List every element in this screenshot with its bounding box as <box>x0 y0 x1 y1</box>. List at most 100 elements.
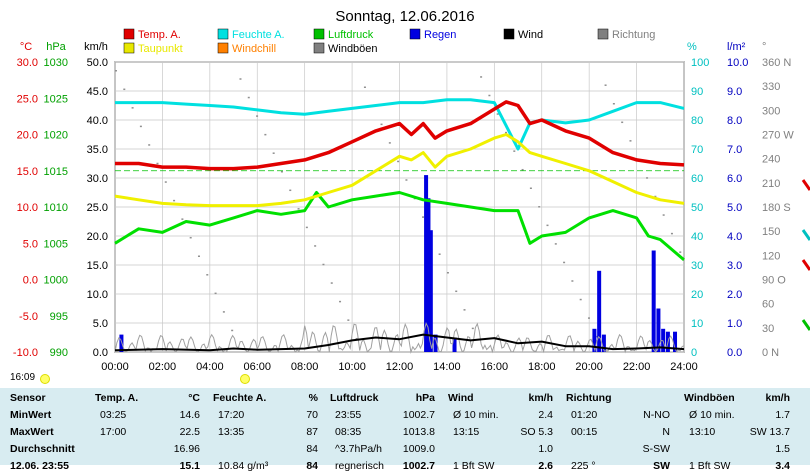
right-axis-tick: 120 <box>762 250 780 262</box>
direction-mark <box>314 245 317 247</box>
right-axis-unit: ° <box>762 41 766 53</box>
cell-time: ^3.7hPa/h <box>335 443 382 455</box>
left-axis-tick: 1005 <box>44 238 68 250</box>
direction-mark <box>322 263 325 266</box>
direction-mark <box>181 218 184 220</box>
right-axis-tick: 300 <box>762 105 780 117</box>
cell-value: 1.7 <box>775 409 790 421</box>
direction-mark <box>621 121 624 124</box>
direction-mark <box>305 226 308 229</box>
direction-mark <box>446 272 449 274</box>
direction-mark <box>214 292 217 295</box>
direction-mark <box>604 84 607 86</box>
left-axis-tick: 10.0 <box>87 289 108 301</box>
direction-mark <box>662 214 665 216</box>
cell-value: 84 <box>306 460 318 472</box>
right-axis-tick: 240 <box>762 154 780 166</box>
x-tick-label: 10:00 <box>338 361 366 372</box>
header-temp: Temp. A. <box>95 392 139 404</box>
direction-mark <box>455 290 458 293</box>
cell-time: 13:15 <box>453 426 480 438</box>
left-axis-tick: 45.0 <box>87 86 108 98</box>
right-axis-tick: 60 <box>691 173 703 185</box>
header-wind-unit: km/h <box>528 392 553 404</box>
series-feuchte <box>115 98 685 151</box>
direction-mark <box>579 298 582 301</box>
direction-mark <box>471 327 474 330</box>
cell-value: 2.4 <box>538 409 553 421</box>
edge-mark <box>801 319 810 331</box>
header-druck-unit: hPa <box>415 392 435 404</box>
x-tick-label: 24:00 <box>670 361 698 372</box>
left-axis-unit: °C <box>20 41 32 53</box>
direction-mark <box>496 113 499 115</box>
cell-time: 23:55 <box>335 409 362 421</box>
cell-value: 2.6 <box>538 460 553 472</box>
direction-mark <box>280 171 283 173</box>
direction-mark <box>670 232 673 235</box>
legend-label: Richtung <box>612 29 655 41</box>
cell-value: 1002.7 <box>402 409 435 421</box>
legend-label: Wind <box>518 29 543 41</box>
legend: Temp. A. Feuchte A. Luftdruck Regen Wind Rich… <box>123 28 655 55</box>
series-taupunkt <box>114 133 685 208</box>
right-axis-tick: 270 W <box>762 130 794 142</box>
rain-bar <box>424 175 429 352</box>
time-bar: 16:09 <box>0 372 810 386</box>
direction-mark <box>646 177 649 179</box>
direction-mark <box>131 107 134 109</box>
direction-mark <box>654 195 657 198</box>
left-axis-tick: 0.0 <box>93 347 108 359</box>
legend-swatch <box>217 42 229 54</box>
direction-mark <box>330 282 333 284</box>
direction-mark <box>206 274 209 276</box>
legend-label: Windböen <box>328 43 378 55</box>
right-axis-tick: 150 <box>762 226 780 238</box>
header-sensor: Sensor <box>10 392 46 404</box>
right-axis-tick: 10.0 <box>727 57 748 69</box>
direction-mark <box>480 76 483 78</box>
rain-bar <box>673 331 678 352</box>
cell-time: 1 Bft SW <box>453 460 495 472</box>
right-axis-tick: 30 <box>762 323 774 335</box>
cell-value: 14.6 <box>179 409 200 421</box>
right-axis-tick: 90 O <box>762 275 786 287</box>
direction-mark <box>380 123 383 126</box>
x-tick-label: 04:00 <box>196 361 224 372</box>
right-axis-tick: 0.0 <box>727 347 742 359</box>
header-temp-unit: °C <box>188 392 200 404</box>
header-boeen: Windböen <box>684 392 735 404</box>
rain-bar <box>119 334 124 352</box>
direction-mark <box>164 181 167 183</box>
direction-mark <box>247 96 250 99</box>
legend-label: Feuchte A. <box>232 29 285 41</box>
direction-mark <box>197 255 200 257</box>
legend-label: Luftdruck <box>328 29 374 41</box>
direction-mark <box>513 150 516 152</box>
right-axis-tick: 0 <box>691 347 697 359</box>
left-axis-tick: 50.0 <box>87 57 108 69</box>
right-axis-tick: 6.0 <box>727 173 742 185</box>
header-feuchte-unit: % <box>308 392 318 404</box>
right-axis-tick: 4.0 <box>727 231 742 243</box>
series-luftdruck <box>114 191 685 262</box>
cell-value: 84 <box>306 443 318 455</box>
left-axis-tick: 30.0 <box>17 57 38 69</box>
cell-time: 03:25 <box>100 409 127 421</box>
direction-mark <box>189 236 192 239</box>
rain-bar <box>433 334 438 352</box>
cell-value: N-NO <box>643 409 670 421</box>
left-axis-tick: 995 <box>50 311 68 323</box>
legend-swatch <box>503 28 515 40</box>
cell-time: 13:35 <box>218 426 245 438</box>
left-axis-tick: 1020 <box>44 130 68 142</box>
cell-time: 1 Bft SW <box>689 460 731 472</box>
x-tick-label: 16:00 <box>481 361 509 372</box>
row-label: Durchschnitt <box>10 443 75 455</box>
header-richtung: Richtung <box>566 392 612 404</box>
x-tick-label: 06:00 <box>243 361 271 372</box>
direction-mark <box>173 199 176 202</box>
left-axis-tick: 40.0 <box>87 115 108 127</box>
right-axis-unit: l/m² <box>727 41 746 53</box>
chart-title: Sonntag, 12.06.2016 <box>335 8 474 25</box>
